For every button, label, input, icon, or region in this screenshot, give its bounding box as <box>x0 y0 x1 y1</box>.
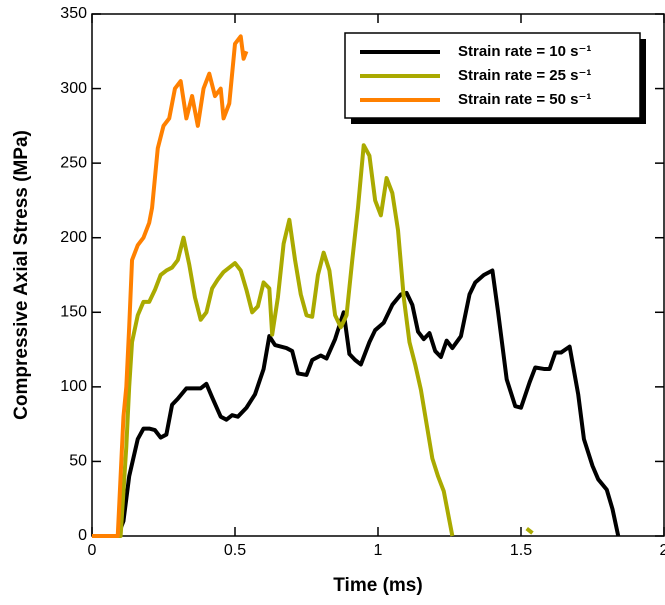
y-tick-label: 100 <box>60 378 87 395</box>
x-tick-label: 2 <box>660 542 665 559</box>
y-tick-label: 200 <box>60 229 87 246</box>
y-tick-label: 150 <box>60 304 87 321</box>
series-line <box>92 34 249 538</box>
y-tick-label: 250 <box>60 154 87 171</box>
y-tick-label: 50 <box>69 453 87 470</box>
legend-label: Strain rate = 25 s⁻¹ <box>458 67 591 84</box>
legend-label: Strain rate = 50 s⁻¹ <box>458 91 591 108</box>
y-axis-title: Compressive Axial Stress (MPa) <box>11 130 32 420</box>
series-line <box>92 268 621 538</box>
x-tick-label: 1 <box>374 542 383 559</box>
x-tick-label: 1.5 <box>510 542 532 559</box>
y-tick-label: 350 <box>60 5 87 22</box>
x-tick-label: 0.5 <box>224 542 246 559</box>
y-tick-label: 300 <box>60 80 87 97</box>
y-tick-label: 0 <box>78 527 87 544</box>
series-line <box>92 143 534 538</box>
x-tick-label: 0 <box>88 542 97 559</box>
plot-frame <box>91 13 665 537</box>
legend-label: Strain rate = 10 s⁻¹ <box>458 43 591 60</box>
x-axis-title: Time (ms) <box>333 575 422 596</box>
